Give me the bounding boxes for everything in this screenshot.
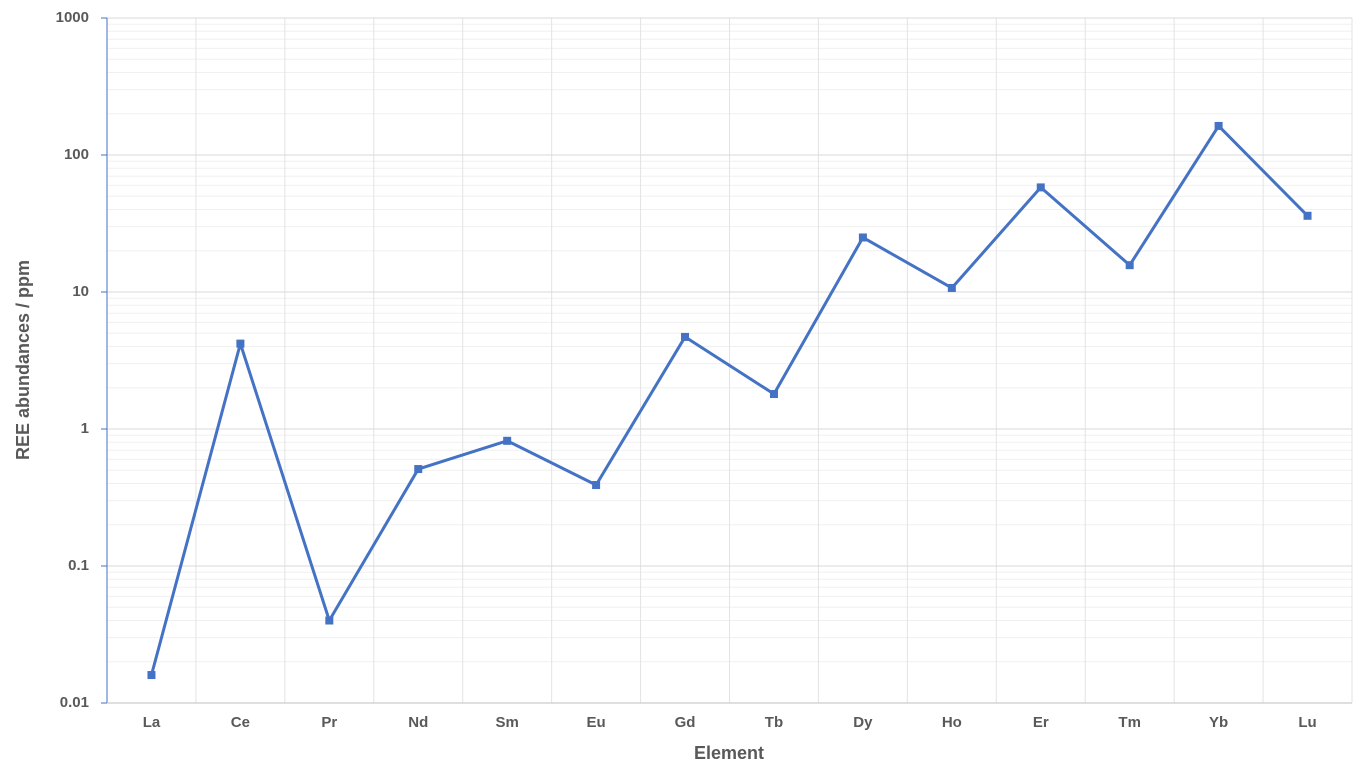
x-tick-label: Nd	[408, 714, 428, 731]
x-tick-label: Yb	[1209, 714, 1228, 731]
x-axis-title: Element	[694, 743, 764, 763]
x-tick-label: Sm	[496, 714, 519, 731]
x-tick-label: Gd	[675, 714, 696, 731]
data-marker	[325, 616, 334, 625]
x-tick-label: Tm	[1118, 714, 1141, 731]
x-tick-label: Lu	[1298, 714, 1316, 731]
y-axis-title: REE abundances / ppm	[13, 260, 33, 460]
data-marker	[681, 332, 690, 341]
data-marker	[147, 671, 156, 680]
data-marker	[1303, 211, 1312, 220]
data-marker	[858, 233, 867, 242]
data-marker	[947, 283, 956, 292]
y-tick-label: 1000	[56, 9, 89, 26]
y-tick-label: 0.1	[68, 557, 89, 574]
x-tick-label: La	[143, 714, 161, 731]
y-tick-label: 0.01	[60, 694, 89, 711]
x-tick-label: Ce	[231, 714, 250, 731]
data-marker	[1036, 183, 1045, 192]
data-marker	[769, 390, 778, 399]
x-tick-label: Eu	[587, 714, 606, 731]
data-marker	[236, 339, 245, 348]
x-tick-label: Ho	[942, 714, 962, 731]
x-tick-label: Dy	[853, 714, 873, 731]
data-marker	[1214, 121, 1223, 130]
x-tick-label: Tb	[765, 714, 783, 731]
data-line	[150, 124, 1309, 676]
data-marker	[414, 465, 423, 474]
data-marker	[1125, 261, 1134, 270]
y-tick-label: 10	[72, 283, 89, 300]
x-tick-label: Pr	[321, 714, 337, 731]
grid	[107, 17, 1353, 704]
y-tick-label: 1	[81, 420, 89, 437]
data-marker	[503, 436, 512, 445]
y-tick-label: 100	[64, 146, 89, 163]
x-tick-label: Er	[1033, 714, 1049, 731]
data-marker	[592, 481, 601, 490]
